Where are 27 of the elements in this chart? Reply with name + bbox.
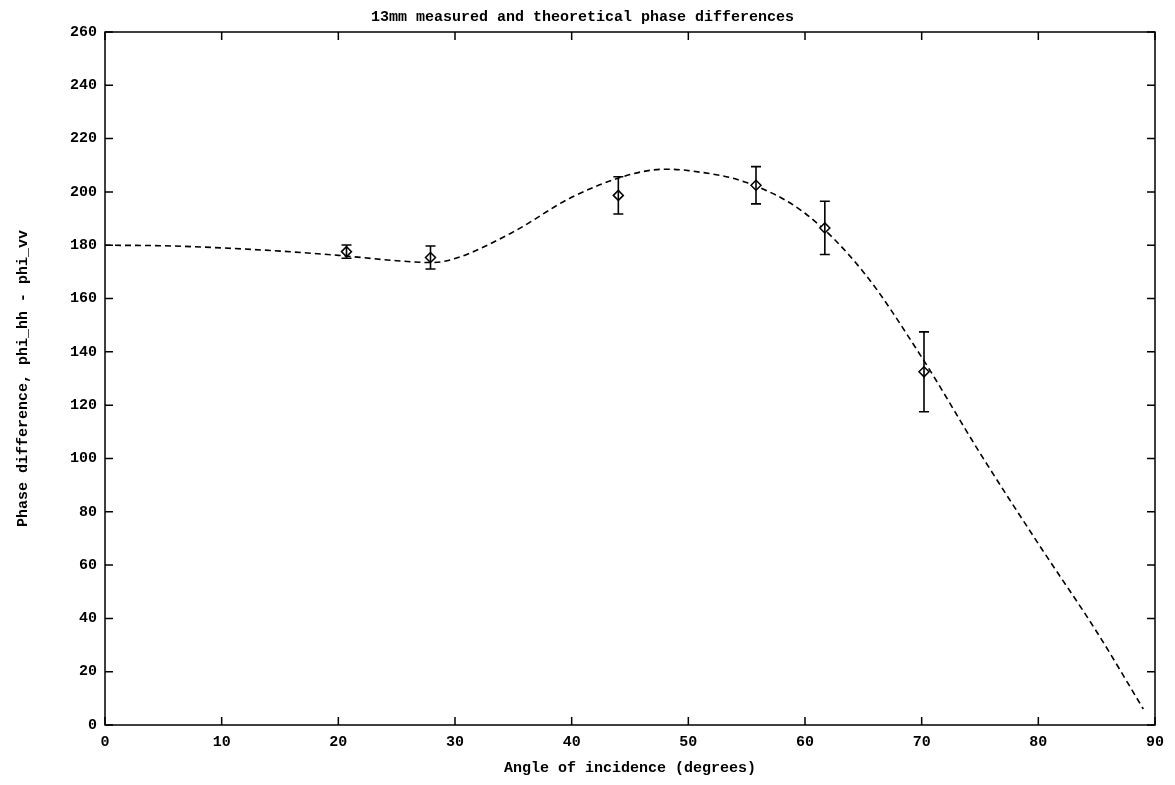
x-tick-label: 70	[912, 733, 931, 751]
y-tick-label: 240	[69, 77, 97, 95]
x-axis-title: Angle of incidence (degrees)	[503, 759, 757, 777]
y-tick-label: 140	[69, 343, 97, 361]
x-tick-label: 0	[100, 733, 110, 751]
x-tick-label: 60	[795, 733, 815, 751]
y-tick-label: 120	[69, 396, 97, 414]
y-tick-label: 160	[69, 290, 97, 308]
y-axis-title: Phase difference, phi_hh - phi_vv	[14, 229, 32, 528]
y-tick-label: 100	[69, 450, 97, 468]
x-tick-label: 80	[1029, 733, 1048, 751]
x-tick-label: 40	[562, 733, 581, 751]
y-tick-label: 0	[87, 716, 97, 734]
x-tick-label: 90	[1145, 733, 1165, 751]
y-tick-label: 60	[78, 556, 97, 574]
y-tick-label: 260	[69, 23, 97, 41]
y-tick-label: 200	[69, 183, 97, 201]
x-tick-label: 10	[212, 733, 231, 751]
y-tick-label: 20	[78, 663, 97, 681]
x-tick-label: 20	[329, 733, 348, 751]
x-tick-label: 50	[679, 733, 698, 751]
chart-title: 13mm measured and theoretical phase differences	[370, 8, 795, 26]
y-tick-label: 180	[69, 237, 97, 255]
y-tick-label: 220	[69, 130, 97, 148]
x-tick-label: 30	[446, 733, 465, 751]
y-tick-label: 40	[78, 610, 97, 628]
y-tick-label: 80	[78, 503, 97, 521]
